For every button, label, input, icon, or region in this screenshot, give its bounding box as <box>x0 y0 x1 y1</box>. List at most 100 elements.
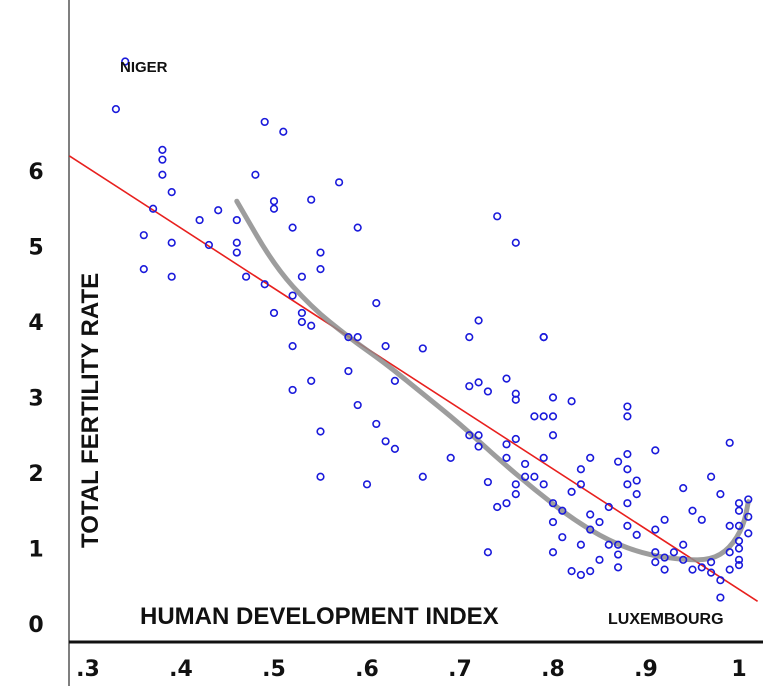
data-point <box>269 197 279 206</box>
data-point <box>613 563 623 572</box>
data-point <box>725 565 734 574</box>
data-point <box>502 453 511 463</box>
data-point <box>623 465 632 474</box>
x-tick-label: .3 <box>76 657 100 682</box>
data-point <box>706 472 716 481</box>
data-point <box>474 316 483 325</box>
data-point <box>288 385 297 395</box>
data-point <box>493 212 502 221</box>
data-point <box>734 544 744 553</box>
data-point <box>316 248 325 257</box>
data-point <box>381 342 390 351</box>
data-point <box>697 563 706 572</box>
data-point <box>465 431 474 440</box>
smooth-fit-curve <box>234 198 751 563</box>
data-point <box>381 437 390 446</box>
data-point <box>344 333 353 342</box>
data-point <box>362 480 372 489</box>
data-point <box>372 299 381 308</box>
data-point <box>539 412 548 421</box>
data-point <box>567 487 576 496</box>
data-point <box>688 506 697 515</box>
data-point <box>446 453 455 463</box>
data-point <box>251 170 260 179</box>
data-point <box>232 248 241 257</box>
data-point <box>623 480 632 489</box>
data-point <box>167 188 176 197</box>
data-point <box>520 472 530 481</box>
data-point <box>706 557 716 567</box>
data-point <box>576 465 586 474</box>
data-point <box>511 395 520 404</box>
x-tick-label: .6 <box>355 657 379 682</box>
x-tick-label: .9 <box>634 657 658 682</box>
data-point <box>651 525 660 534</box>
data-point <box>474 378 483 387</box>
data-point <box>697 515 706 524</box>
data-point <box>623 499 632 508</box>
data-point <box>520 459 530 469</box>
data-point <box>725 521 734 530</box>
data-point <box>530 472 539 481</box>
data-point <box>576 540 586 549</box>
data-point <box>139 265 148 274</box>
data-point <box>548 548 558 557</box>
data-point <box>586 525 595 534</box>
y-tick-label: 4 <box>28 311 43 336</box>
data-point <box>632 530 641 540</box>
data-point <box>242 272 251 281</box>
data-point <box>149 204 158 213</box>
data-point <box>483 387 493 396</box>
data-point <box>511 480 520 489</box>
data-point <box>604 540 613 549</box>
x-axis-title: HUMAN DEVELOPMENT INDEX <box>140 603 499 630</box>
data-point <box>288 223 297 232</box>
data-point <box>232 215 241 225</box>
data-point <box>567 397 576 406</box>
data-point <box>316 427 325 436</box>
data-point <box>465 382 474 391</box>
data-point <box>595 555 604 564</box>
data-point <box>511 238 520 247</box>
x-tick-label: .8 <box>541 657 565 682</box>
data-point <box>613 550 623 559</box>
data-point <box>632 476 641 485</box>
data-point <box>567 567 576 576</box>
data-point <box>660 553 669 562</box>
data-point <box>260 117 269 127</box>
data-point <box>474 442 483 451</box>
data-point <box>669 548 679 557</box>
x-tick-label: .4 <box>169 657 193 682</box>
data-point <box>530 412 539 421</box>
data-point <box>734 499 744 508</box>
data-point <box>734 536 744 546</box>
data-point <box>539 453 548 463</box>
data-point <box>651 446 660 455</box>
data-point <box>390 376 400 385</box>
data-point <box>167 238 176 247</box>
data-point <box>307 321 316 330</box>
data-point <box>595 517 604 527</box>
data-point <box>548 393 558 402</box>
data-point <box>158 170 167 179</box>
data-point <box>623 450 632 459</box>
data-point <box>418 344 427 353</box>
data-point <box>335 178 344 187</box>
data-point <box>474 431 483 440</box>
data-point <box>483 548 493 557</box>
data-point <box>195 215 204 225</box>
data-point <box>214 206 223 215</box>
data-point <box>167 272 176 281</box>
data-point <box>158 145 167 154</box>
y-tick-label: 6 <box>28 160 43 185</box>
data-point <box>679 484 688 493</box>
data-point <box>548 517 558 527</box>
data-point <box>744 529 753 538</box>
data-point <box>111 104 120 114</box>
data-point <box>613 457 623 466</box>
data-point <box>279 127 288 136</box>
data-point <box>288 342 297 351</box>
data-point <box>706 568 716 577</box>
data-point <box>734 555 744 564</box>
